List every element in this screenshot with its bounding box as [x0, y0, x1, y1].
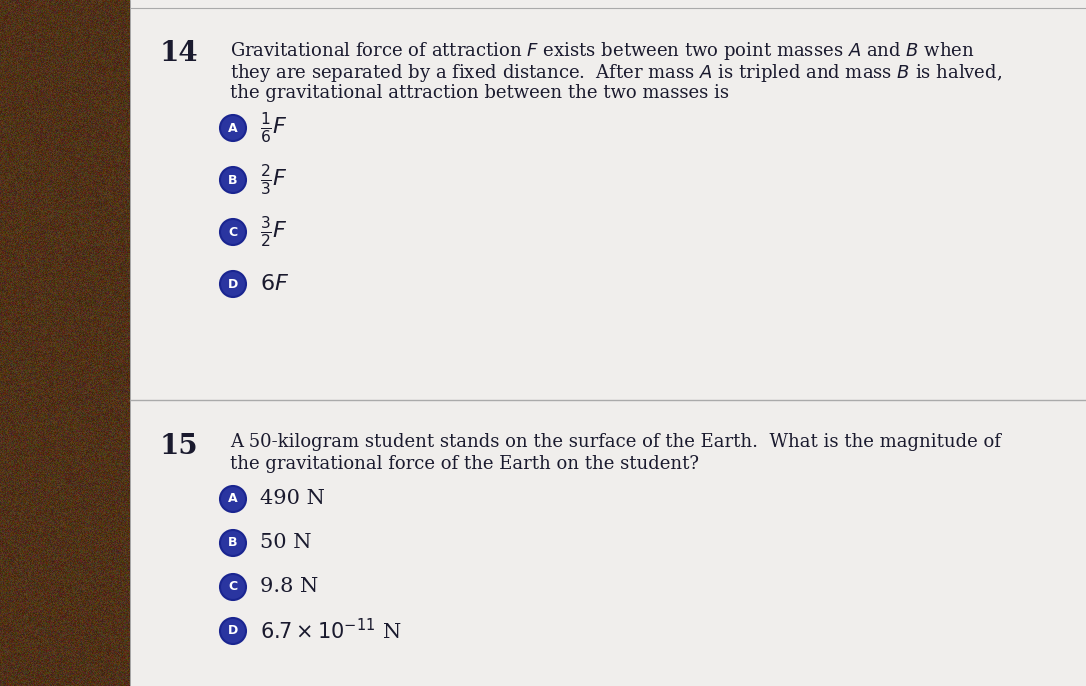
Text: 50 N: 50 N	[260, 534, 312, 552]
Circle shape	[220, 618, 247, 644]
Text: C: C	[228, 226, 238, 239]
Text: A: A	[228, 493, 238, 506]
Text: D: D	[228, 624, 238, 637]
Text: A 50-kilogram student stands on the surface of the Earth.  What is the magnitude: A 50-kilogram student stands on the surf…	[230, 433, 1001, 451]
Text: $6F$: $6F$	[260, 273, 289, 295]
Circle shape	[220, 115, 247, 141]
Circle shape	[220, 574, 247, 600]
Text: B: B	[228, 536, 238, 549]
Text: 490 N: 490 N	[260, 490, 325, 508]
Text: $\frac{1}{6}F$: $\frac{1}{6}F$	[260, 110, 288, 145]
Text: C: C	[228, 580, 238, 593]
Text: they are separated by a fixed distance.  After mass $A$ is tripled and mass $B$ : they are separated by a fixed distance. …	[230, 62, 1002, 84]
Text: $\frac{3}{2}F$: $\frac{3}{2}F$	[260, 215, 288, 250]
Text: $\frac{2}{3}F$: $\frac{2}{3}F$	[260, 163, 288, 198]
Text: B: B	[228, 174, 238, 187]
Text: Gravitational force of attraction $F$ exists between two point masses $A$ and $B: Gravitational force of attraction $F$ ex…	[230, 40, 974, 62]
Circle shape	[220, 486, 247, 512]
Text: 15: 15	[160, 433, 199, 460]
Text: A: A	[228, 121, 238, 134]
Text: D: D	[228, 278, 238, 290]
FancyBboxPatch shape	[130, 0, 1086, 686]
Text: the gravitational force of the Earth on the student?: the gravitational force of the Earth on …	[230, 455, 699, 473]
Circle shape	[220, 530, 247, 556]
Circle shape	[220, 271, 247, 297]
Circle shape	[220, 219, 247, 245]
Text: 9.8 N: 9.8 N	[260, 578, 318, 597]
Text: the gravitational attraction between the two masses is: the gravitational attraction between the…	[230, 84, 729, 102]
Text: $6.7 \times 10^{-11}$ N: $6.7 \times 10^{-11}$ N	[260, 618, 402, 643]
Text: 14: 14	[160, 40, 199, 67]
Circle shape	[220, 167, 247, 193]
